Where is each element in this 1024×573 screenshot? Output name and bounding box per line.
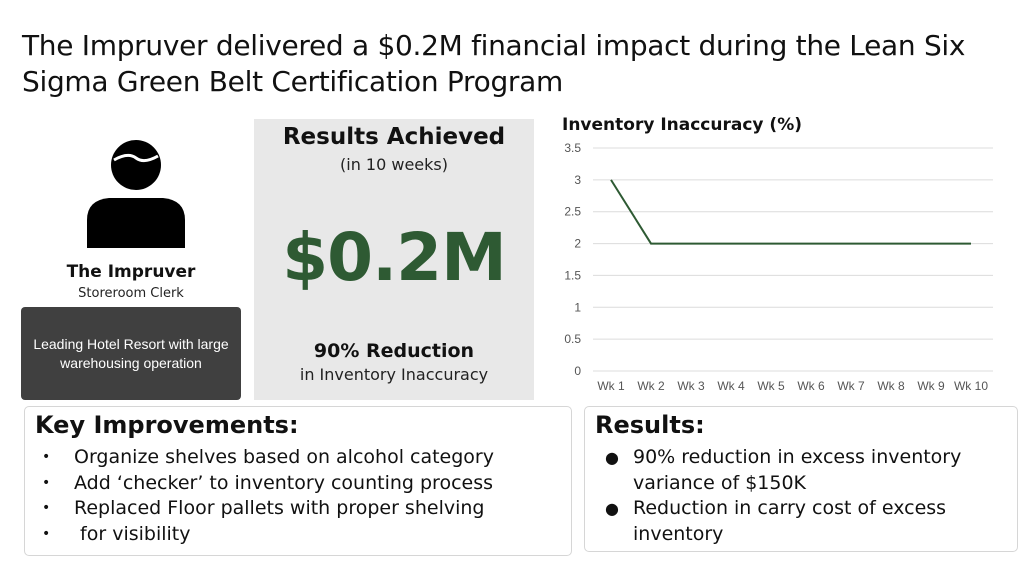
y-tick-label: 0.5 (564, 332, 581, 346)
profile-role: Storeroom Clerk (78, 286, 184, 301)
bullet-icon: ● (605, 499, 619, 518)
results-list: ● 90% reduction in excess inventory varia… (605, 445, 1008, 547)
bullet-icon: ● (605, 448, 619, 467)
list-item-text: 90% reduction in excess inventory varian… (633, 446, 962, 494)
results-achieved-panel: Results Achieved (in 10 weeks) $0.2M 90%… (254, 119, 534, 400)
bullet-icon: • (42, 449, 51, 465)
x-tick-label: Wk 2 (637, 379, 665, 393)
profile-name: The Impruver (66, 262, 196, 282)
bullet-icon: • (42, 525, 51, 542)
page-title: The Impruver delivered a $0.2M financial… (22, 29, 966, 98)
list-item-text: Organize shelves based on alcohol catego… (74, 446, 494, 468)
y-tick-label: 3.5 (564, 141, 581, 155)
list-item: • Add ‘checker’ to inventory counting pro… (42, 471, 494, 497)
x-tick-label: Wk 1 (597, 379, 625, 393)
key-improvements-list: • Organize shelves based on alcohol categ… (42, 445, 494, 548)
key-improvements-card: Key Improvements: • Organize shelves base… (24, 406, 572, 556)
x-tick-label: Wk 9 (917, 379, 945, 393)
x-tick-label: Wk 8 (877, 379, 905, 393)
list-item: • for visibility (42, 522, 494, 548)
series-line (610, 179, 971, 245)
x-tick-label: Wk 6 (797, 379, 825, 393)
key-improvements-heading: Key Improvements: (35, 411, 299, 439)
y-tick-label: 1.5 (564, 268, 581, 282)
chart-title: Inventory Inaccuracy (%) (562, 115, 802, 135)
results-card: Results: ● 90% reduction in excess invent… (584, 406, 1018, 552)
x-tick-label: Wk 5 (757, 379, 785, 393)
list-item-text: Reduction in carry cost of excess invent… (633, 497, 947, 545)
x-tick-label: Wk 4 (717, 379, 745, 393)
list-item: ● Reduction in carry cost of excess inven… (605, 496, 1008, 547)
results-reduction-detail: in Inventory Inaccuracy (299, 365, 489, 384)
y-tick-label: 1 (574, 300, 581, 314)
y-tick-label: 0 (574, 364, 581, 378)
y-tick-label: 2.5 (564, 205, 581, 219)
person-icon (87, 140, 185, 248)
results-reduction: 90% Reduction (313, 340, 475, 362)
list-item: • Organize shelves based on alcohol categ… (42, 445, 494, 471)
y-tick-label: 3 (574, 173, 581, 187)
list-item: ● 90% reduction in excess inventory varia… (605, 445, 1008, 496)
bullet-icon: • (42, 474, 51, 491)
list-item: • Replaced Floor pallets with proper shel… (42, 496, 494, 522)
line-chart: 0 0.5 1 1.5 2 2.5 3 3.5 Wk 1 Wk 2 Wk 3 Wk 4 Wk 5 Wk 6… (564, 141, 993, 393)
list-item-text: Replaced Floor pallets with proper shelv… (74, 497, 485, 519)
x-tick-label: Wk 10 (954, 379, 988, 393)
results-amount: $0.2M (282, 219, 507, 296)
y-tick-label: 2 (574, 237, 581, 251)
x-tick-label: Wk 7 (837, 379, 865, 393)
x-tick-label: Wk 3 (677, 379, 705, 393)
organization-box: Leading Hotel Resort with large warehous… (21, 307, 241, 400)
list-item-text: Add ‘checker’ to inventory counting proc… (74, 471, 494, 494)
results-heading: Results: (595, 411, 705, 439)
results-title: Results Achieved (282, 124, 506, 150)
list-item-text: for visibility (74, 522, 191, 545)
organization-text: Leading Hotel Resort with large warehous… (33, 335, 229, 371)
bullet-icon: • (42, 500, 51, 516)
results-subtitle: (in 10 weeks) (340, 155, 448, 174)
